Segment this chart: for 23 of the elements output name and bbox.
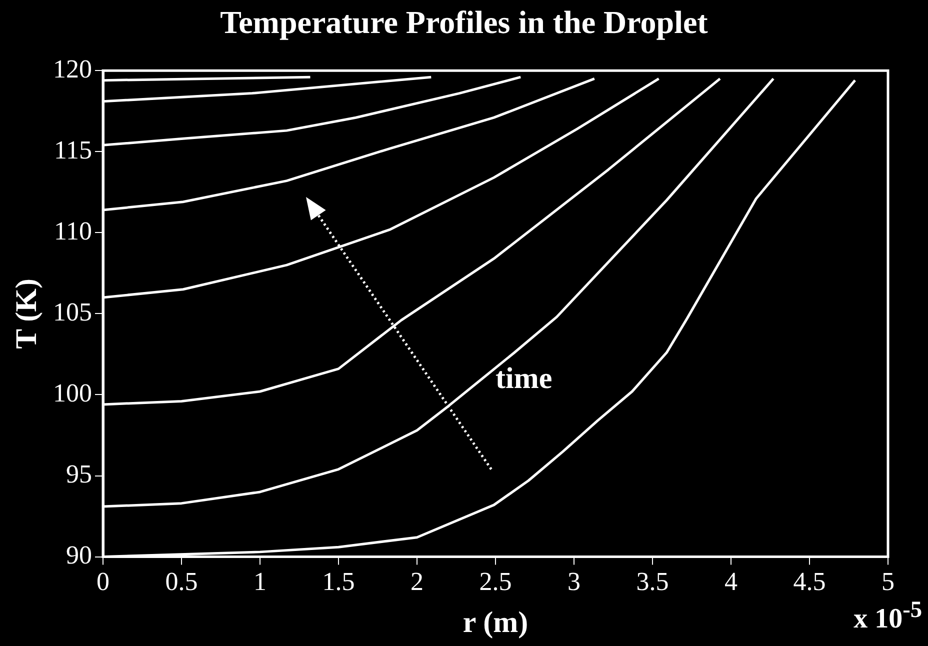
x-tick-label: 1.5 <box>322 567 355 596</box>
y-tick-label: 115 <box>54 135 92 164</box>
y-tick-label: 100 <box>53 378 92 408</box>
x-tick-label: 3.5 <box>636 567 669 596</box>
y-tick-label: 120 <box>53 54 92 84</box>
y-tick-label: 105 <box>53 298 92 327</box>
x-tick-label: 2.5 <box>479 567 512 596</box>
text: x 10$^{-5}$ <box>854 596 922 636</box>
x-tick-label: 2 <box>410 567 424 596</box>
chart-title: Temperature Profiles in the Droplet <box>219 4 709 41</box>
x-tick-label: 4 <box>724 567 738 596</box>
x-tick-label: 5 <box>882 567 894 596</box>
y-tick-label: 95 <box>66 460 92 489</box>
x-tick-label: 1 <box>254 567 266 596</box>
annotation: time <box>496 362 552 396</box>
x-axis-title: r (m) <box>462 606 528 639</box>
x-tick-label: 0.5 <box>165 567 198 596</box>
y-tick-label: 110 <box>54 216 92 246</box>
x-tick-label: 0 <box>96 567 110 596</box>
x-tick-label: 3 <box>568 567 580 596</box>
x-tick-label: 4.5 <box>793 567 826 596</box>
y-tick-label: 90 <box>66 540 92 570</box>
y-axis-title: T (K) <box>10 278 43 349</box>
